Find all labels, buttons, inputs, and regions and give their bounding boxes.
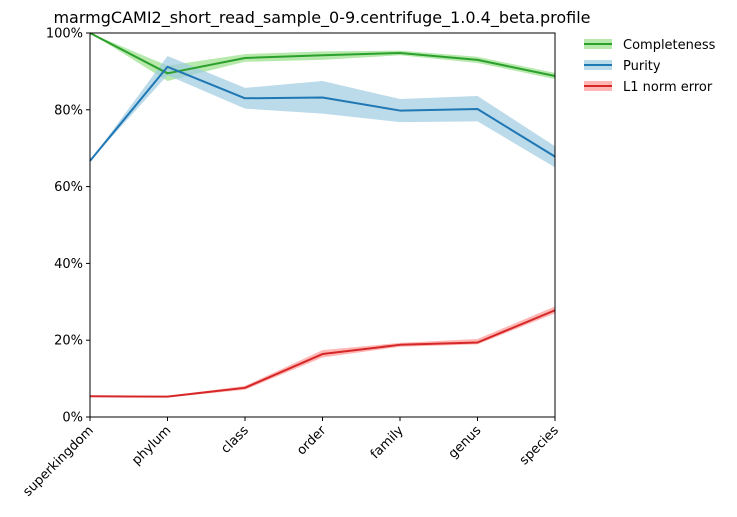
- legend-entry-label: L1 norm error: [623, 80, 713, 95]
- x-axis: superkingdom phylum class order family genus s…: [20, 417, 562, 500]
- x-tick-label: order: [294, 423, 330, 459]
- series-lines: [89, 32, 556, 398]
- x-tick-label: class: [218, 423, 252, 457]
- x-tick-label: genus: [446, 423, 485, 462]
- y-tick-label: 60%: [54, 180, 83, 195]
- band-series-0: [90, 33, 555, 81]
- line-series-1: [89, 65, 556, 162]
- x-tick-label: phylum: [129, 423, 174, 468]
- chart-title: marmgCAMI2_short_read_sample_0-9.centrif…: [53, 8, 590, 28]
- line-series-0: [89, 32, 556, 77]
- confidence-bands: [90, 33, 555, 398]
- y-tick-label: 0%: [62, 411, 83, 426]
- band-series-1: [90, 56, 555, 168]
- legend-entry-label: Completeness: [623, 38, 716, 53]
- y-tick-label: 80%: [54, 103, 83, 118]
- legend: Completeness Purity L1 norm error: [584, 38, 716, 95]
- x-tick-label: family: [368, 423, 407, 462]
- band-series-2: [90, 306, 555, 398]
- y-axis: 0% 20% 40% 60% 80% 100%: [46, 27, 90, 426]
- x-tick-label: superkingdom: [20, 423, 96, 499]
- y-tick-label: 100%: [46, 27, 83, 42]
- legend-entry-label: Purity: [623, 59, 661, 74]
- y-tick-label: 20%: [54, 334, 83, 349]
- y-tick-label: 40%: [54, 257, 83, 272]
- line-series-2: [89, 309, 556, 398]
- x-tick-label: species: [517, 423, 562, 468]
